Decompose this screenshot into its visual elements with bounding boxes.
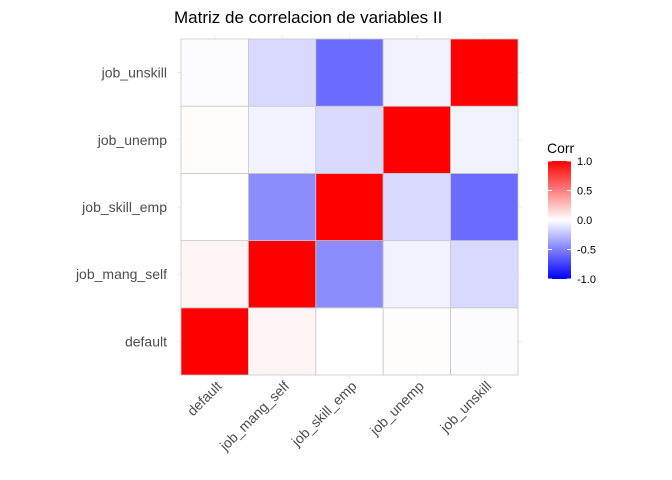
heatmap-cell: [450, 172, 519, 241]
legend-tick-label: 0.5: [577, 186, 592, 198]
legend-ticks: 1.0 0.5 0.0 -0.5 -1.0: [548, 156, 596, 286]
y-tick-label: default: [125, 333, 167, 349]
x-tick-label: job_unskill: [436, 378, 494, 436]
x-tick-label: job_unemp: [366, 378, 427, 439]
legend-tick-label: -0.5: [577, 245, 596, 257]
legend-tick-label: -1.0: [577, 274, 596, 286]
heatmap-cell: [315, 240, 384, 309]
heatmap-cell: [180, 38, 249, 107]
heatmap-cell: [382, 105, 452, 174]
heatmap-cells: [180, 38, 519, 376]
legend-tick-label: 1.0: [577, 156, 592, 168]
heatmap-cell: [450, 240, 519, 309]
legend-tick-label: 0.0: [577, 215, 592, 227]
heatmap-cell: [247, 240, 317, 309]
heatmap-cell: [247, 172, 317, 241]
x-tick-label: job_mang_self: [216, 378, 292, 454]
x-tick-label: default: [184, 378, 225, 419]
heatmap-cell: [180, 307, 249, 376]
y-tick-label: job_unskill: [101, 65, 167, 81]
heatmap-cell: [382, 172, 452, 241]
heatmap-cell: [180, 172, 249, 241]
heatmap-cell: [382, 38, 452, 107]
heatmap-cell: [247, 307, 317, 376]
y-tick-label: job_unemp: [97, 132, 167, 148]
heatmap-cell: [315, 307, 384, 376]
y-tick-label: job_mang_self: [75, 266, 167, 282]
heatmap-cell: [450, 307, 519, 376]
heatmap-cell: [382, 307, 452, 376]
legend-title: Corr: [547, 140, 575, 156]
y-tick-label: job_skill_emp: [81, 199, 167, 215]
heatmap-cell: [450, 38, 519, 107]
heatmap-cell: [247, 105, 317, 174]
heatmap-cell: [382, 240, 452, 309]
heatmap-cell: [315, 105, 384, 174]
heatmap-cell: [247, 38, 317, 107]
heatmap-cell: [315, 38, 384, 107]
heatmap-cell: [315, 172, 384, 241]
heatmap-cell: [180, 240, 249, 309]
heatmap-cell: [450, 105, 519, 174]
y-axis-ticks: default job_mang_self job_skill_emp job_une…: [75, 65, 167, 350]
x-tick-label: job_skill_emp: [288, 378, 360, 450]
legend-colorbar: [548, 161, 571, 279]
heatmap-cell: [180, 105, 249, 174]
chart-title: Matriz de correlacion de variables II: [174, 8, 442, 27]
color-legend: Corr 1.0 0.5 0.0 -0.5 -1.0: [547, 140, 596, 286]
